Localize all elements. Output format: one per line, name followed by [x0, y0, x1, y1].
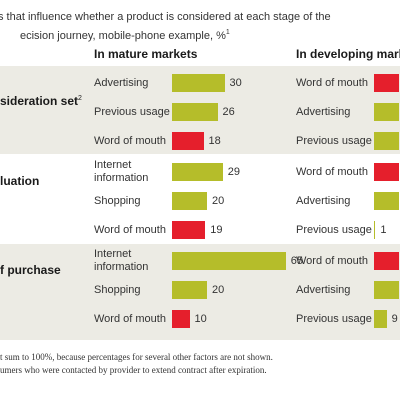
data-label: 9	[391, 313, 398, 325]
bar-label: Word of mouth	[296, 77, 368, 89]
section-1: sideration set2 Advertising 30 Previous usa…	[0, 66, 400, 154]
bar	[374, 74, 399, 92]
bar-label: Word of mouth	[94, 313, 166, 325]
bar	[374, 281, 399, 299]
section-2: luation Internet information 29 Shopping 20 W…	[0, 155, 400, 243]
bar-label: Shopping	[94, 195, 141, 207]
bar-label: Previous usage	[296, 313, 372, 325]
section-label-text: sideration set	[0, 94, 79, 108]
bar	[172, 132, 204, 150]
data-label: 19	[210, 224, 223, 236]
bar	[172, 281, 207, 299]
bar-label: Word of mouth	[296, 255, 368, 267]
bar	[172, 252, 286, 270]
bar	[374, 132, 399, 150]
bar	[172, 221, 206, 239]
title-line-1: s that influence whether a product is co…	[0, 11, 331, 23]
bar	[374, 192, 399, 210]
bar	[374, 252, 399, 270]
bar-label: Advertising	[94, 77, 149, 89]
bar-label: Internet information	[94, 159, 149, 184]
bar-label: Word of mouth	[94, 224, 166, 236]
section-label: sideration set2	[0, 94, 82, 108]
bar-label: Previous usage	[296, 224, 372, 236]
bar-label: Word of mouth	[296, 166, 368, 178]
bar-label: Shopping	[94, 284, 141, 296]
bar-label: Word of mouth	[94, 135, 166, 147]
section-label-text: f purchase	[0, 263, 61, 277]
data-label: 20	[212, 195, 225, 207]
bar-label: Advertising	[296, 284, 351, 296]
bar-label: Previous usage	[296, 135, 372, 147]
bar-label: Previous usage	[94, 106, 170, 118]
data-label: 29	[227, 166, 240, 178]
data-label: 10	[194, 313, 207, 325]
title-line-2: ecision journey, mobile-phone example, %…	[20, 25, 400, 44]
bar	[374, 221, 376, 239]
title-line-2-text: ecision journey, mobile-phone example, %	[20, 29, 226, 42]
bar	[374, 163, 399, 181]
data-label: 26	[222, 106, 235, 118]
section-label-sup: 2	[78, 95, 82, 102]
section-label: luation	[0, 174, 39, 188]
bar	[172, 103, 218, 121]
chart-title: s that influence whether a product is co…	[0, 10, 400, 44]
title-sup: 1	[225, 29, 230, 36]
footnotes: t sum to 100%, because percentages for s…	[0, 351, 400, 377]
section-label: f purchase	[0, 263, 61, 277]
bar	[172, 310, 190, 328]
footnote-1: t sum to 100%, because percentages for s…	[0, 352, 273, 362]
column-header-developing: In developing marke	[296, 47, 400, 61]
bar	[374, 310, 387, 328]
data-label: 1	[380, 224, 387, 236]
footnote-2: umers who were contacted by provider to …	[0, 365, 267, 375]
data-label: 65	[290, 255, 303, 267]
section-label-text: luation	[0, 174, 40, 188]
bar	[172, 192, 207, 210]
bar-label: Advertising	[296, 195, 351, 207]
bar	[374, 103, 399, 121]
bar-label: Advertising	[296, 106, 351, 118]
bar	[172, 74, 225, 92]
section-3: f purchase Internet information 65 Shopping…	[0, 244, 400, 340]
data-label: 30	[229, 77, 242, 89]
bar	[172, 163, 223, 181]
data-label: 18	[208, 135, 221, 147]
data-label: 20	[212, 284, 225, 296]
bar-label: Internet information	[94, 248, 149, 273]
column-header-mature: In mature markets	[94, 47, 198, 61]
